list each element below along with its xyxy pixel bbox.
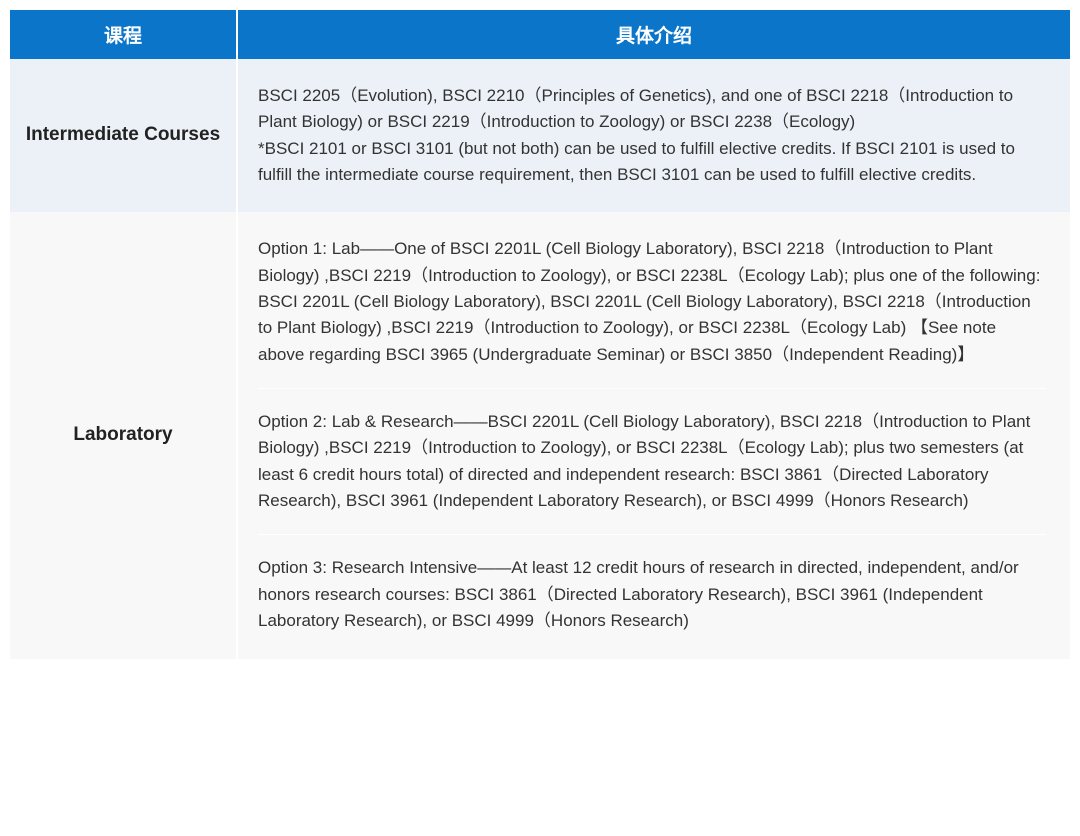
table-row: Laboratory Option 1: Lab——One of BSCI 22… [10,212,1070,658]
table-row: Intermediate Courses BSCI 2205（Evolution… [10,59,1070,212]
content-block: BSCI 2205（Evolution), BSCI 2210（Principl… [258,83,1046,188]
content-divider [258,388,1046,389]
row-label-laboratory: Laboratory [10,212,238,658]
content-divider [258,534,1046,535]
row-label-intermediate: Intermediate Courses [10,59,238,212]
content-block-option2: Option 2: Lab & Research——BSCI 2201L (Ce… [258,409,1046,514]
content-block-option3: Option 3: Research Intensive——At least 1… [258,555,1046,634]
content-block-option1: Option 1: Lab——One of BSCI 2201L (Cell B… [258,236,1046,368]
header-col-description: 具体介绍 [238,10,1070,59]
table-header-row: 课程 具体介绍 [10,10,1070,59]
row-content-laboratory: Option 1: Lab——One of BSCI 2201L (Cell B… [238,212,1070,658]
row-content-intermediate: BSCI 2205（Evolution), BSCI 2210（Principl… [238,59,1070,212]
course-table: 课程 具体介绍 Intermediate Courses BSCI 2205（E… [10,10,1070,659]
header-col-course: 课程 [10,10,238,59]
